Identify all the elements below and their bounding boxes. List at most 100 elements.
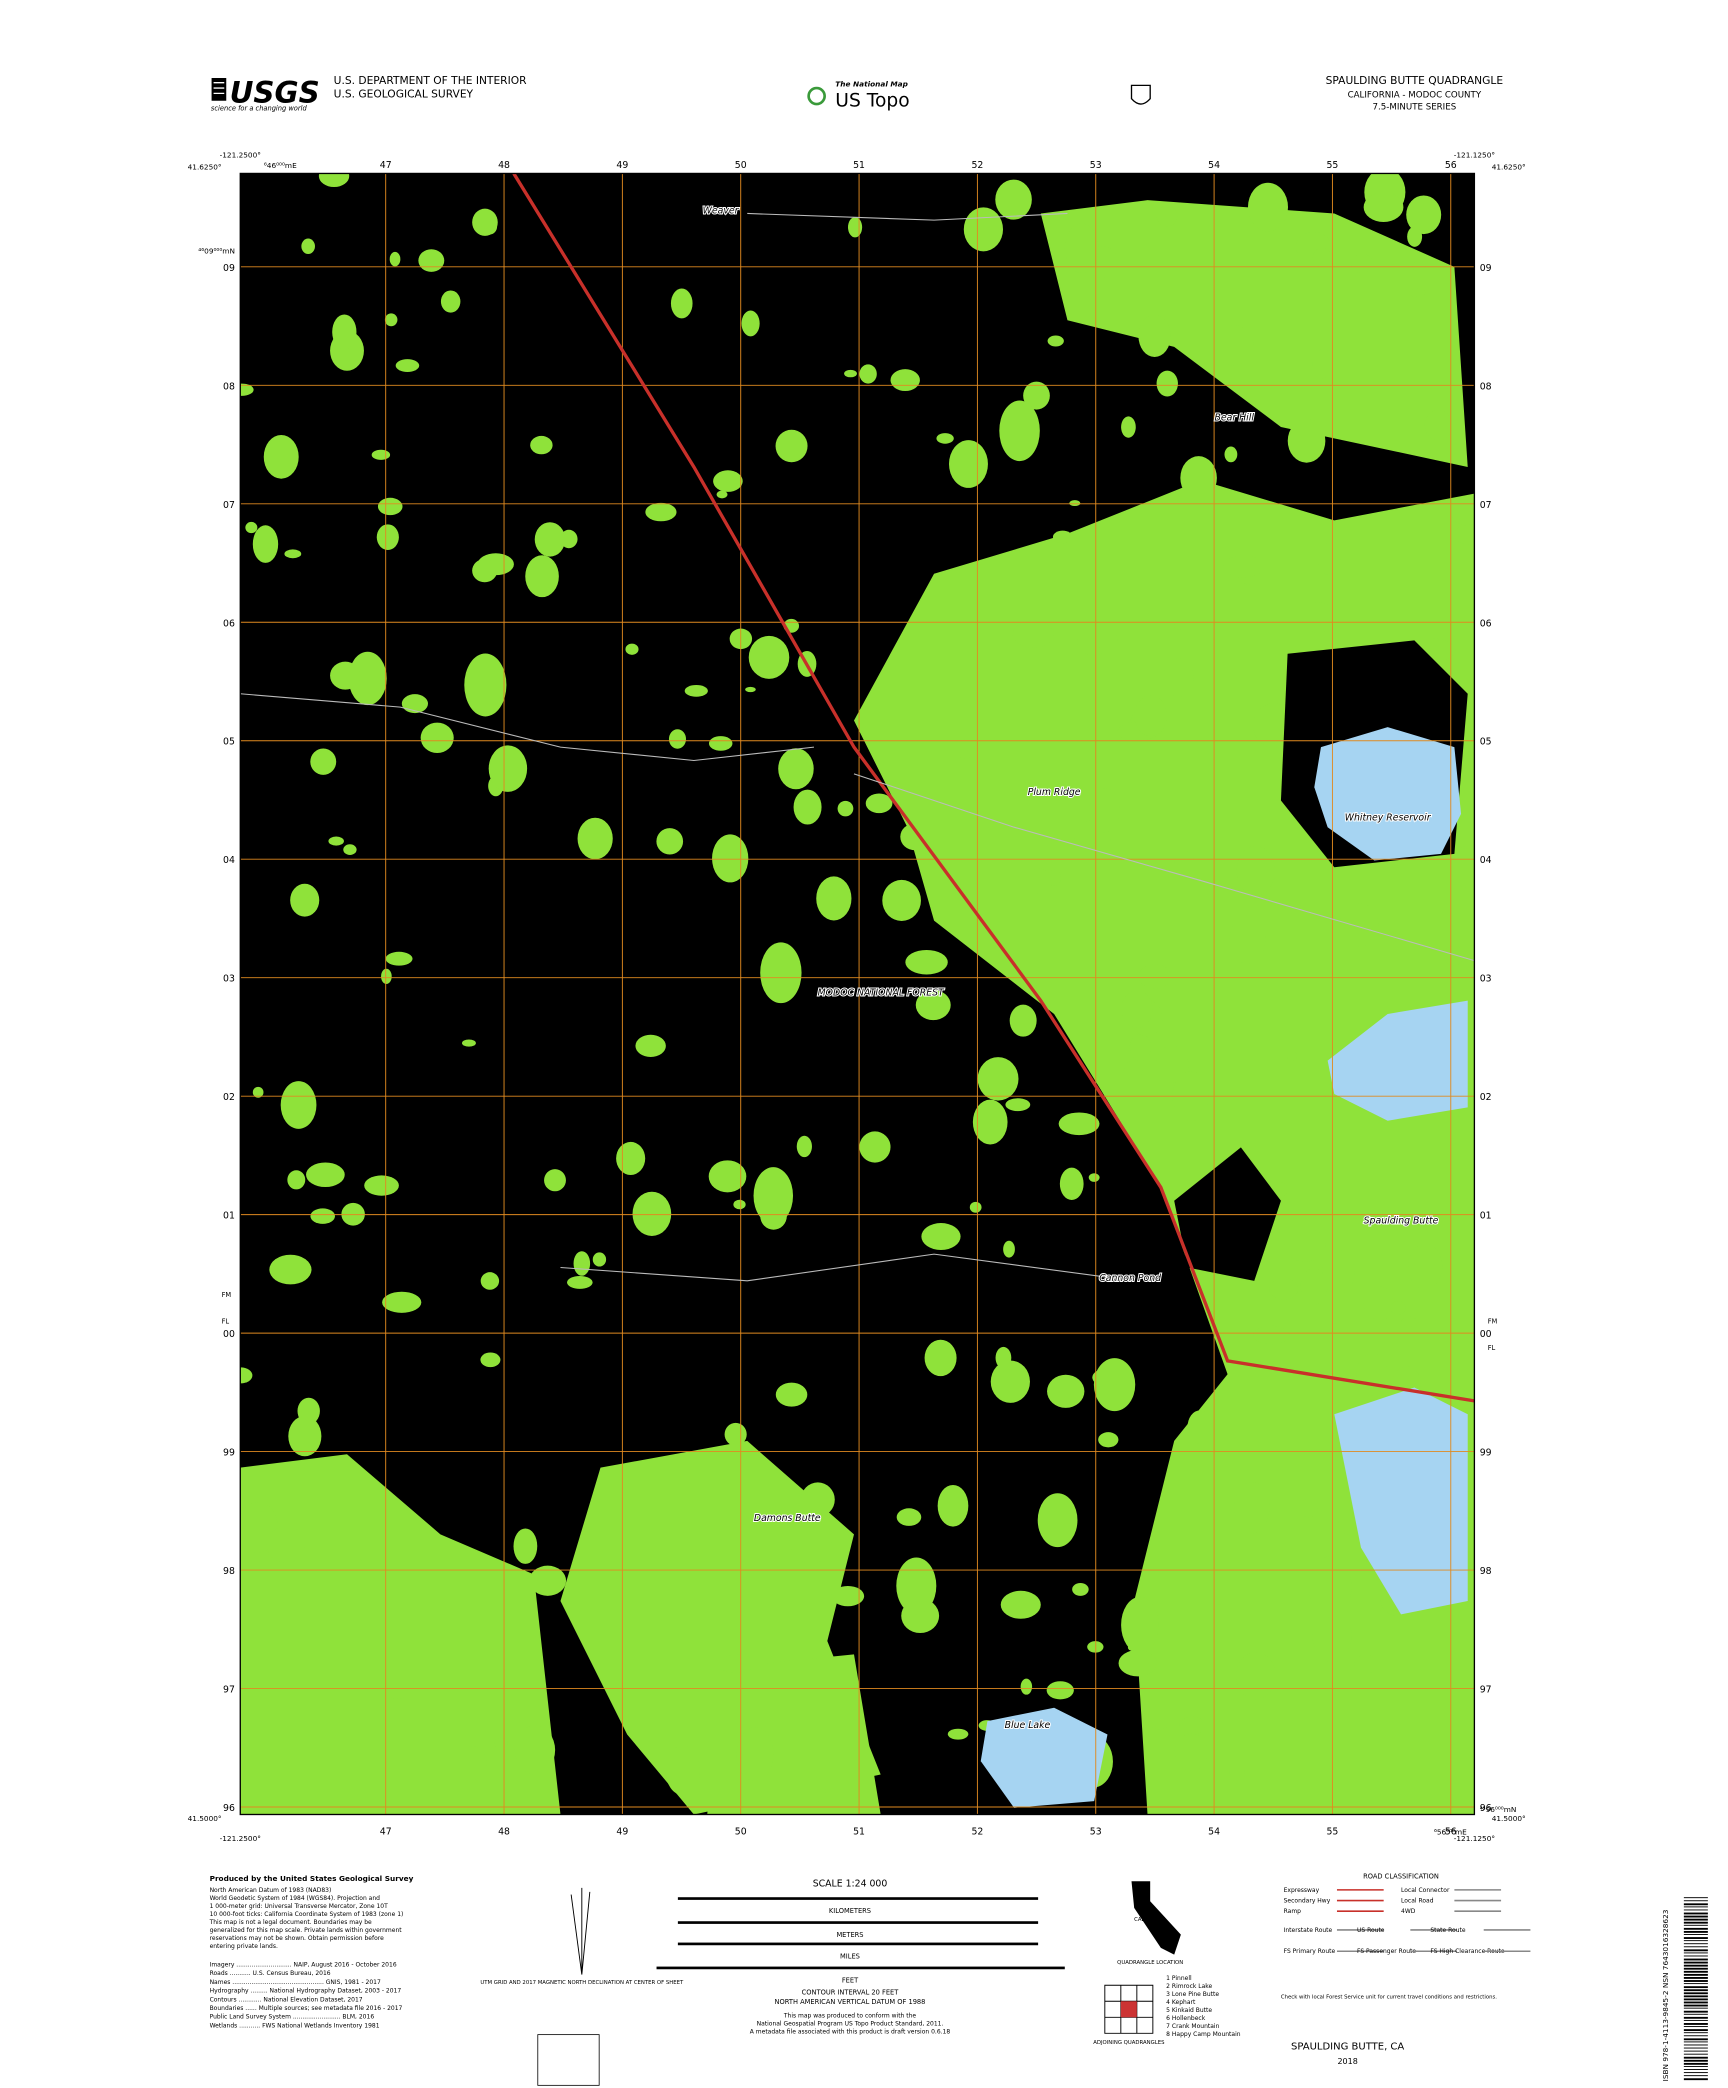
vegetation-patch: [328, 836, 344, 846]
mi-bar: [677, 1942, 1039, 1946]
bar: [1683, 2044, 1708, 2046]
bar: [1683, 1961, 1708, 1964]
bar: [1683, 2075, 1708, 2077]
bar: [1683, 2078, 1708, 2081]
vegetation-patch: [915, 989, 951, 1021]
roads: [240, 212, 1475, 1282]
series: 7.5-MINUTE SERIES: [1372, 102, 1456, 112]
easting-label: 55: [1326, 160, 1338, 171]
forest-area: [240, 1454, 561, 1815]
vegetation-patch: [310, 748, 337, 775]
vegetation-patch: [837, 800, 854, 817]
map-frame: Bear Hill Plum Ridge Whitney Reservoir MODO…: [240, 173, 1475, 1815]
corner-label: ⁴⁶09⁰⁰⁰mN: [198, 246, 235, 255]
source-line: Names ..................................…: [210, 1979, 381, 1986]
vegetation-patch: [796, 1135, 812, 1158]
barcode-text: ISBN 978-1-4113-9845-2 NSN 7643016328623: [1661, 1909, 1670, 2081]
vegetation-patch: [1454, 524, 1475, 545]
vegetation-patch: [990, 1360, 1030, 1403]
road-class: FS High Clearance Route: [1430, 1948, 1505, 1955]
vegetation-patch: [464, 653, 507, 717]
vegetation-patch: [800, 1776, 826, 1804]
place-name: Spaulding Butte: [1364, 1215, 1439, 1226]
producer: Produced by the United States Geological…: [210, 1874, 414, 1883]
vegetation-patch: [741, 310, 760, 337]
m-bar: [677, 1921, 1039, 1924]
vegetation-patch: [1138, 314, 1171, 358]
vegetation-patch: [481, 218, 498, 235]
bar: [1683, 1918, 1708, 1921]
vertical-datum: NORTH AMERICAN VERTICAL DATUM OF 1988: [775, 1998, 926, 2006]
northing-label: 01: [1480, 1211, 1492, 1222]
easting-label: 48: [498, 160, 510, 171]
northing-label: 05: [223, 737, 235, 748]
northing-label: 06: [223, 618, 235, 629]
bar: [1683, 1955, 1708, 1957]
vegetation-patch: [1047, 335, 1064, 347]
road-class: 4WD: [1401, 1908, 1416, 1915]
northing-label: 06: [1480, 618, 1492, 629]
declination-arrows: [570, 1887, 591, 1975]
bar: [1683, 1912, 1708, 1915]
place-name: Plum Ridge: [1028, 787, 1081, 798]
vegetation-patch: [882, 879, 921, 921]
vegetation-patch: [371, 449, 391, 460]
vegetation-patch: [472, 559, 498, 583]
datum-note: 1 000-meter grid: Universal Transverse M…: [210, 1903, 389, 1910]
easting-label: 53: [1090, 160, 1102, 171]
vegetation-patch: [625, 643, 639, 655]
vegetation-patch: [1123, 1061, 1143, 1081]
vegetation-patch: [440, 290, 461, 313]
vegetation-patch: [343, 844, 357, 855]
vegetation-patch: [1179, 1716, 1206, 1735]
feet: FEET: [842, 1977, 859, 1985]
vegetation-patch: [462, 1039, 476, 1047]
easting-label: 56: [1445, 1827, 1457, 1838]
vegetation-patch: [896, 1508, 922, 1526]
northing-label: 97: [223, 1685, 235, 1696]
adjoining-quad: 6 Hollenbeck: [1166, 2015, 1206, 2022]
bar: [1683, 1952, 1708, 1954]
vegetation-patch: [1401, 1316, 1418, 1327]
bar: [1683, 1921, 1708, 1924]
bar: [1683, 1995, 1708, 1998]
vegetation-patch: [733, 1199, 746, 1210]
vegetation-patch: [656, 828, 684, 855]
km-bar: [677, 1897, 1039, 1900]
bar: [1683, 1970, 1708, 1973]
bar: [1683, 2013, 1708, 2015]
corner-label: -121.1250°: [1454, 1834, 1495, 1843]
bar: [1683, 2065, 1708, 2067]
northing-label: 05: [1480, 737, 1492, 748]
bar: [1683, 1992, 1708, 1995]
vegetation-patch: [847, 217, 863, 238]
meters: METERS: [836, 1931, 863, 1939]
reservoir: [1314, 727, 1462, 861]
vegetation-patch: [395, 359, 420, 372]
easting-label: 50: [735, 1827, 747, 1838]
bar: [1683, 1967, 1708, 1970]
bar: [1683, 1949, 1708, 1952]
bar: [1683, 1940, 1708, 1942]
location-caption: QUADRANGLE LOCATION: [1117, 1960, 1183, 1966]
vegetation-patch: [1312, 349, 1334, 379]
adjoining-quad: 5 Kinkaid Butte: [1166, 2007, 1212, 2014]
vegetation-patch: [1023, 381, 1050, 410]
bar: [1683, 2010, 1708, 2013]
vegetation-patch: [1009, 1004, 1037, 1037]
source-line: Public Land Survey System ..............…: [210, 2014, 375, 2021]
neatline: [239, 172, 1476, 1816]
lake: [1327, 1000, 1468, 1121]
bar: [1683, 1903, 1708, 1906]
logo-mark: [210, 76, 228, 103]
bar: [1683, 2059, 1708, 2062]
vegetation-patch: [1037, 1493, 1078, 1548]
vegetation-patch: [1299, 1499, 1318, 1518]
northing-label: 96: [223, 1803, 235, 1814]
vegetation-patch: [1407, 226, 1423, 247]
northing-label: 98: [1480, 1566, 1492, 1577]
northing-label: 03: [1480, 974, 1492, 985]
vegetation-patch: [1121, 416, 1136, 438]
bar: [1683, 2019, 1708, 2021]
